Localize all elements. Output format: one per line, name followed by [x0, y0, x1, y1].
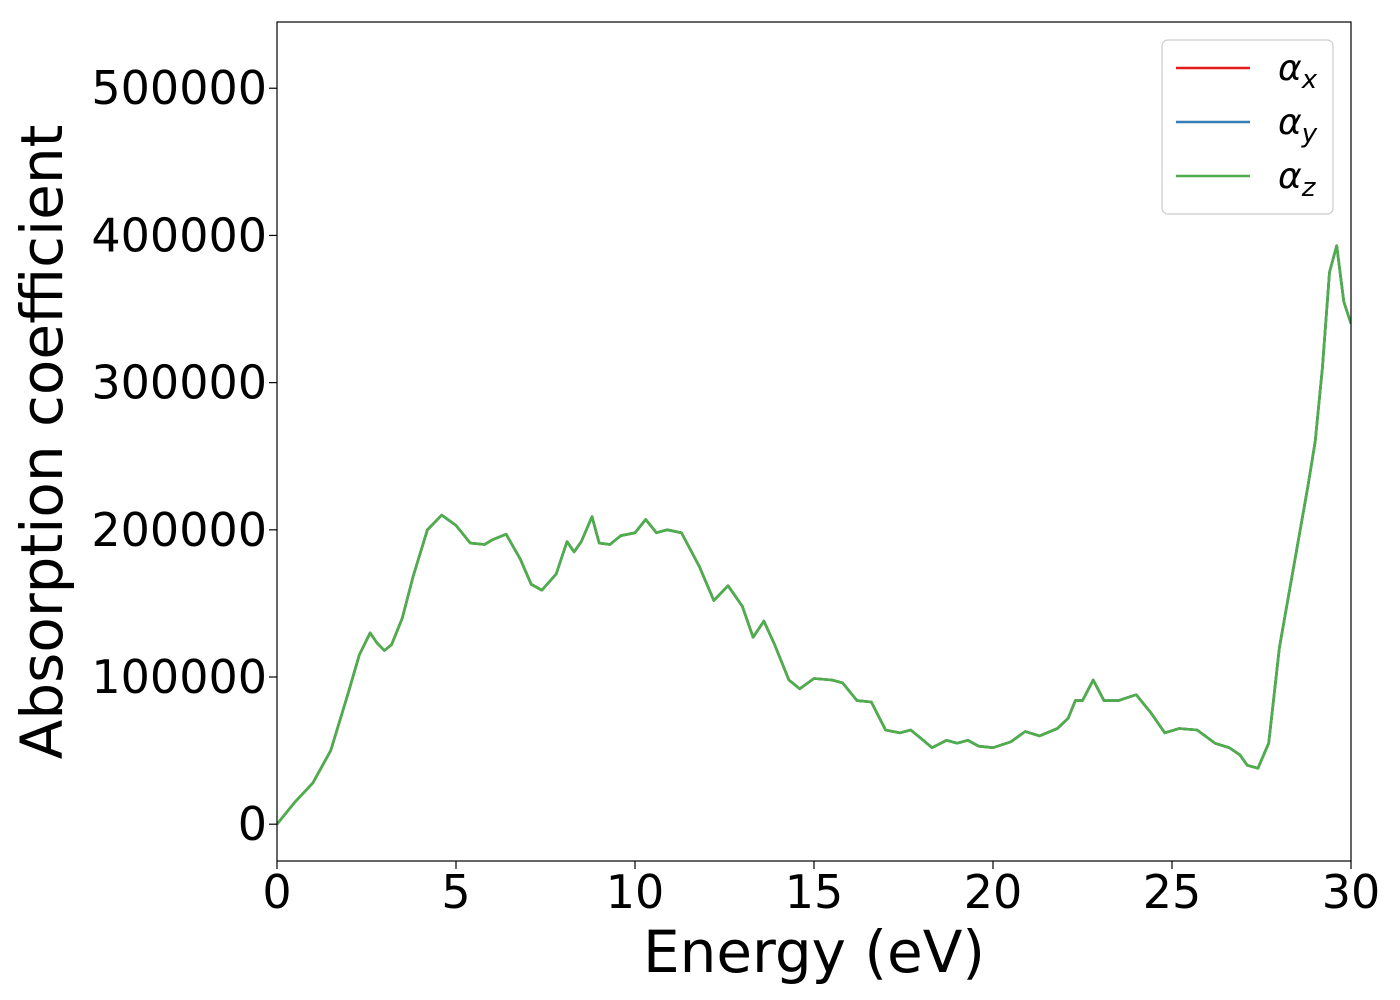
x-axis: 0 5 10 15 20 25 30: [262, 861, 1380, 919]
y-axis: 0 100000 200000 300000 400000 500000: [91, 61, 277, 851]
y-tick-label: 300000: [91, 356, 267, 410]
legend: αx αy αz: [1161, 39, 1334, 215]
x-tick-label: 25: [1143, 865, 1202, 919]
x-tick-label: 30: [1322, 865, 1381, 919]
legend-label: αz: [1278, 156, 1317, 203]
x-tick-label: 20: [964, 865, 1023, 919]
x-tick-label: 0: [262, 865, 291, 919]
y-tick-label: 0: [238, 797, 267, 851]
y-axis-label: Absorption coefficient: [8, 125, 76, 760]
x-tick-label: 15: [785, 865, 844, 919]
series-line-alpha-y: [277, 244, 1351, 826]
x-tick-label: 5: [441, 865, 470, 919]
y-tick-label: 400000: [91, 208, 267, 262]
series-line-alpha-z: [277, 244, 1351, 826]
x-axis-label: Energy (eV): [643, 918, 985, 986]
x-tick-label: 10: [606, 865, 665, 919]
legend-label: αx: [1278, 48, 1318, 95]
legend-box: [1161, 39, 1334, 215]
y-tick-label: 100000: [91, 650, 267, 704]
y-tick-label: 200000: [91, 503, 267, 557]
legend-label: αy: [1278, 102, 1318, 149]
y-tick-label: 500000: [91, 61, 267, 115]
series-line-alpha-x: [277, 244, 1351, 826]
series-layer: [277, 244, 1351, 826]
